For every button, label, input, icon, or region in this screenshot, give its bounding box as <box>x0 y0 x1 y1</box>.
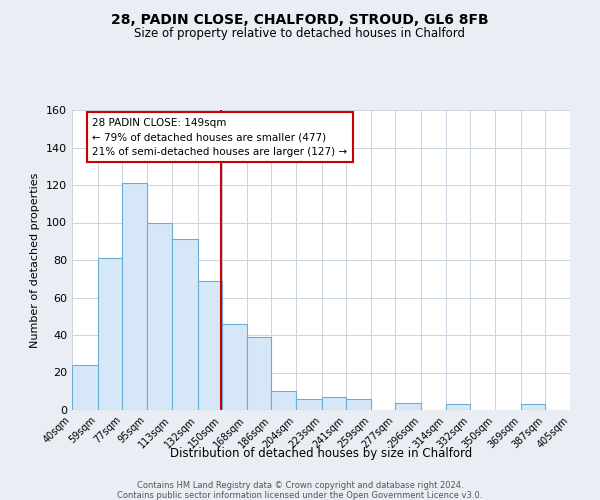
Bar <box>122 183 147 410</box>
Bar <box>570 404 595 410</box>
Text: Size of property relative to detached houses in Chalford: Size of property relative to detached ho… <box>134 28 466 40</box>
Bar <box>521 404 545 410</box>
Bar <box>247 337 271 410</box>
Bar <box>446 404 470 410</box>
Text: Contains HM Land Registry data © Crown copyright and database right 2024.: Contains HM Land Registry data © Crown c… <box>137 481 463 490</box>
Bar <box>271 391 296 410</box>
Y-axis label: Number of detached properties: Number of detached properties <box>31 172 40 348</box>
Bar <box>222 324 247 410</box>
Bar <box>172 240 197 410</box>
Text: 28, PADIN CLOSE, CHALFORD, STROUD, GL6 8FB: 28, PADIN CLOSE, CHALFORD, STROUD, GL6 8… <box>111 12 489 26</box>
Bar <box>197 280 222 410</box>
Bar <box>322 397 346 410</box>
Bar <box>346 399 371 410</box>
Bar <box>395 402 421 410</box>
Text: Distribution of detached houses by size in Chalford: Distribution of detached houses by size … <box>170 448 472 460</box>
Text: 28 PADIN CLOSE: 149sqm
← 79% of detached houses are smaller (477)
21% of semi-de: 28 PADIN CLOSE: 149sqm ← 79% of detached… <box>92 118 347 157</box>
Bar <box>98 258 122 410</box>
Text: Contains public sector information licensed under the Open Government Licence v3: Contains public sector information licen… <box>118 491 482 500</box>
Bar <box>296 399 322 410</box>
Bar <box>147 222 172 410</box>
Bar <box>72 365 98 410</box>
